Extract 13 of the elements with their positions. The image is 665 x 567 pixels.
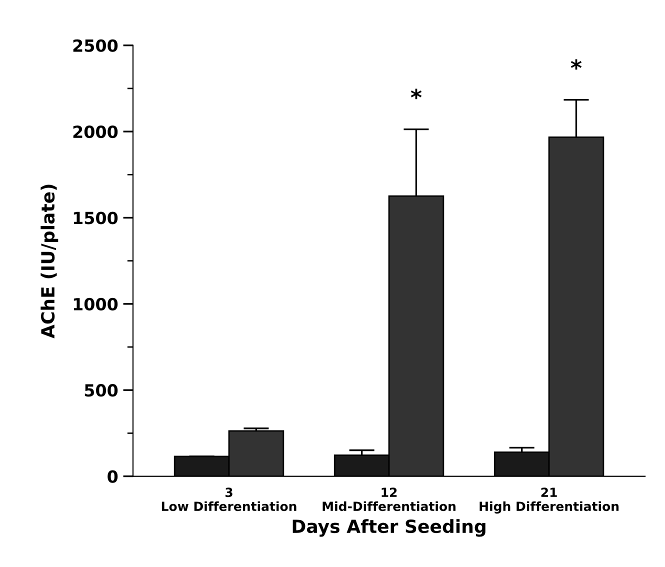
x-tick-label: 21 High Differentiation	[480, 488, 619, 514]
x-tick-label: 12 Mid-Differentiation	[322, 488, 456, 512]
x-axis-title: Days After Seeding	[292, 519, 486, 537]
y-tick-label: 2000	[73, 126, 118, 138]
y-tick-label: 2500	[73, 39, 118, 52]
y-tick-label: 1000	[74, 298, 118, 310]
y-tick-label: 1500	[74, 212, 118, 224]
y-tick-label: 0	[108, 470, 118, 483]
y-axis-title: AChE (IU/plate)	[40, 184, 58, 338]
annotation: *	[410, 88, 422, 100]
x-tick-label: 3 Low Differentiation	[162, 488, 296, 512]
annotation: *	[570, 59, 582, 70]
y-tick-label: 500	[84, 384, 118, 397]
